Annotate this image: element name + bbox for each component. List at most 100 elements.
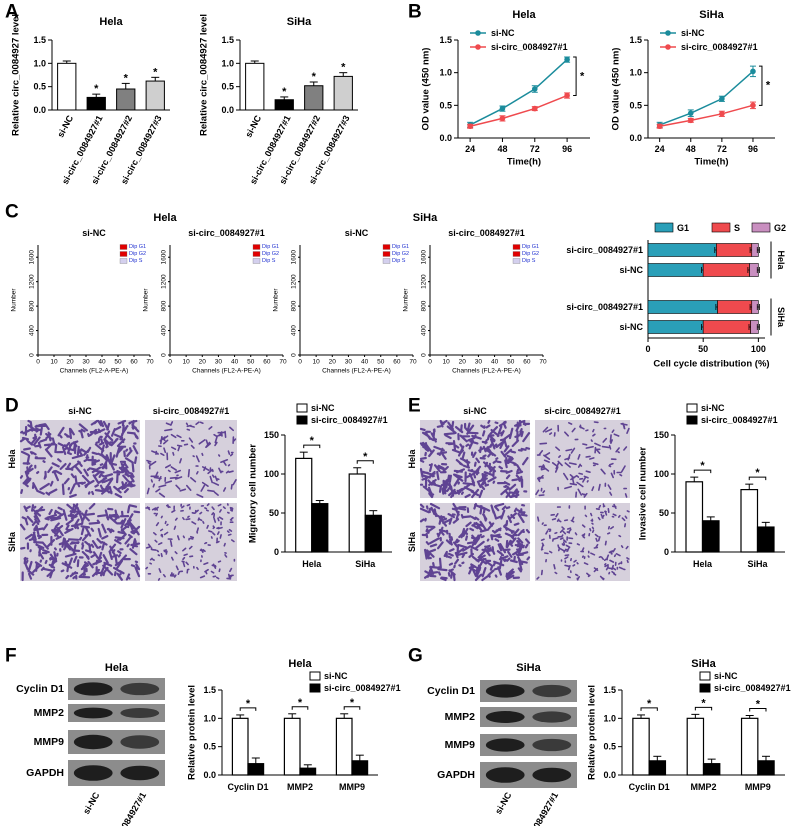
y-tick-label: 100 bbox=[654, 469, 669, 479]
legend-swatch bbox=[119, 244, 128, 250]
legend-swatch bbox=[654, 222, 674, 233]
bar bbox=[274, 99, 294, 111]
blot-band bbox=[532, 738, 572, 752]
bar bbox=[648, 760, 667, 776]
x-tick-label: MMP2 bbox=[690, 782, 716, 792]
x-tick-label: 50 bbox=[114, 359, 122, 366]
x-tick-label: MMP9 bbox=[339, 782, 365, 792]
x-tick-label: 24 bbox=[465, 144, 475, 154]
column-label: si-NC bbox=[463, 406, 487, 416]
lane-label: si-NC bbox=[493, 790, 514, 816]
blot-band bbox=[120, 765, 160, 781]
bar bbox=[757, 760, 775, 776]
point bbox=[687, 110, 694, 116]
band-label: Cyclin D1 bbox=[16, 683, 64, 695]
legend-label: G1 bbox=[677, 223, 689, 233]
y-tick-label: 0 bbox=[29, 353, 36, 357]
legend-label: Dip S bbox=[522, 258, 536, 264]
y-tick-label: 1.0 bbox=[33, 58, 46, 68]
x-tick-label: 20 bbox=[459, 359, 467, 366]
y-tick-label: 150 bbox=[654, 430, 669, 440]
x-tick-label: Hela bbox=[302, 559, 322, 569]
x-tick-label: 0 bbox=[168, 359, 172, 366]
y-tick-label: 1.0 bbox=[203, 713, 216, 723]
point bbox=[499, 115, 506, 122]
legend-swatch bbox=[252, 251, 261, 257]
x-tick-label: 20 bbox=[199, 359, 207, 366]
micrograph bbox=[145, 503, 237, 581]
x-tick-label: 50 bbox=[698, 344, 708, 354]
y-tick-label: si-circ_0084927#1 bbox=[566, 245, 643, 255]
bar bbox=[311, 503, 329, 553]
significance: * bbox=[580, 70, 585, 82]
y-tick-label: 1200 bbox=[421, 274, 428, 289]
legend-swatch bbox=[382, 258, 391, 264]
chart-title: si-circ_0084927#1 bbox=[188, 228, 265, 238]
x-tick-label: 30 bbox=[345, 359, 353, 366]
bar bbox=[756, 526, 775, 553]
x-tick-label: 30 bbox=[82, 359, 90, 366]
blot-band bbox=[73, 682, 113, 696]
x-axis-label: Channels (FL2-A-PE-A) bbox=[452, 368, 521, 375]
panel-label: A bbox=[5, 2, 19, 23]
significance: * bbox=[756, 699, 761, 711]
bar bbox=[231, 717, 249, 776]
chart-title: Hela bbox=[288, 658, 312, 670]
y-axis-label: OD value (450 nm) bbox=[421, 48, 432, 131]
x-tick-label: SiHa bbox=[747, 559, 768, 569]
y-tick-label: 800 bbox=[291, 300, 298, 311]
lane-label: si-circ_0084927#1 bbox=[101, 791, 148, 826]
y-tick-label: 0.0 bbox=[629, 133, 642, 143]
row-label: Hela bbox=[407, 449, 417, 469]
legend-label: Dip G2 bbox=[392, 251, 409, 257]
y-tick-label: 400 bbox=[161, 325, 168, 336]
x-tick-label: 10 bbox=[50, 359, 58, 366]
significance: * bbox=[298, 697, 303, 709]
x-tick-label: 0 bbox=[428, 359, 432, 366]
y-tick-label: 0 bbox=[291, 353, 298, 357]
y-tick-label: 1.5 bbox=[629, 35, 642, 45]
point bbox=[564, 56, 570, 63]
point bbox=[750, 68, 756, 75]
x-tick-label: SiHa bbox=[355, 559, 376, 569]
x-tick-label: 30 bbox=[215, 359, 223, 366]
bar-segment bbox=[702, 320, 751, 334]
point bbox=[499, 105, 506, 112]
x-tick-label: Hela bbox=[693, 559, 713, 569]
legend-swatch bbox=[686, 403, 698, 413]
legend-label: si-NC bbox=[681, 28, 705, 38]
x-tick-label: si-NC bbox=[243, 113, 263, 139]
group-label: Hela bbox=[776, 250, 786, 270]
legend-label: Dip G2 bbox=[522, 251, 539, 257]
band-label: MMP2 bbox=[34, 707, 64, 719]
legend-swatch bbox=[711, 222, 731, 233]
x-tick-label: 60 bbox=[263, 359, 271, 366]
y-axis-label: Relative circ_0084927 level bbox=[199, 14, 210, 136]
y-tick-label: 1600 bbox=[29, 250, 36, 265]
error-bar bbox=[756, 304, 760, 310]
blot-band bbox=[120, 682, 160, 696]
y-tick-label: 1.5 bbox=[603, 685, 616, 695]
blot-band bbox=[485, 767, 525, 783]
blot-title: SiHa bbox=[516, 662, 541, 674]
band-label: Cyclin D1 bbox=[427, 685, 475, 697]
x-tick-label: 96 bbox=[562, 144, 572, 154]
bar-segment bbox=[647, 243, 717, 257]
significance-bracket bbox=[694, 706, 713, 711]
row-label: SiHa bbox=[7, 531, 17, 552]
significance: * bbox=[312, 71, 317, 83]
bar bbox=[364, 514, 382, 553]
error-bar bbox=[756, 247, 760, 253]
column-label: si-circ_0084927#1 bbox=[153, 406, 230, 416]
lane-label: si-circ_0084927#1 bbox=[513, 791, 560, 826]
legend-swatch bbox=[309, 683, 321, 693]
legend-swatch bbox=[751, 222, 771, 233]
legend-swatch bbox=[119, 258, 128, 264]
y-tick-label: 400 bbox=[29, 325, 36, 336]
significance-bracket bbox=[640, 707, 658, 711]
x-axis-label: Channels (FL2-A-PE-A) bbox=[192, 368, 261, 375]
legend-swatch bbox=[512, 251, 521, 257]
y-tick-label: 1.0 bbox=[603, 713, 616, 723]
y-tick-label: 1.5 bbox=[203, 685, 216, 695]
legend-swatch bbox=[382, 251, 391, 257]
